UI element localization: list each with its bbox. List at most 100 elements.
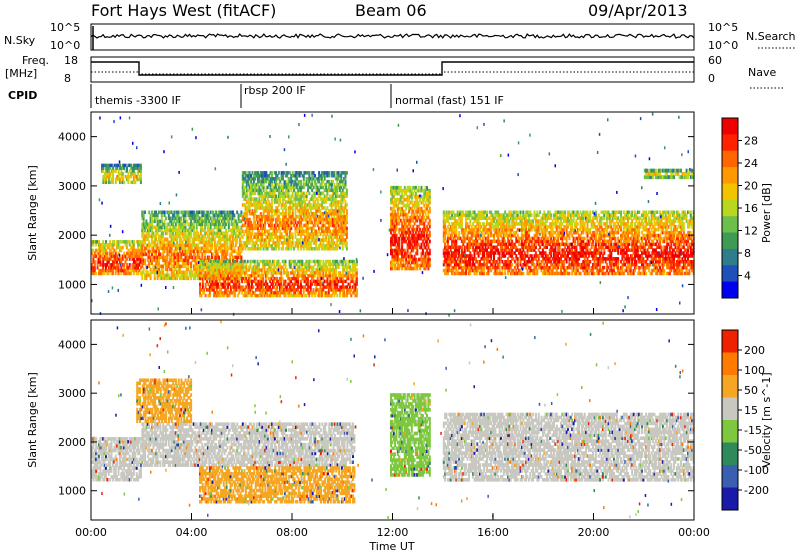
heatmap-cell [275,188,278,193]
heatmap-cell [177,231,180,236]
heatmap-cell [142,219,145,224]
heatmap-cell [188,234,191,239]
heatmap-cell [239,237,241,242]
heatmap-cell [302,200,305,204]
heatmap-cell [102,260,105,264]
heatmap-cell [294,232,297,236]
heatmap-cell [264,229,266,233]
heatmap-cell [176,252,179,257]
heatmap-cell [307,220,309,225]
heatmap-cell [199,231,202,236]
heatmap-cell [156,261,159,266]
heatmap-cell [304,194,307,198]
heatmap-cell [128,240,131,244]
heatmap-cell [232,231,234,236]
heatmap-cell [229,216,232,221]
heatmap-cell [216,255,219,260]
heatmap-cell [163,225,166,230]
heatmap-cell [222,219,225,224]
heatmap-cell [99,251,102,256]
heatmap-cell [239,231,241,236]
heatmap-cell [282,209,284,213]
heatmap-cell [180,252,183,257]
heatmap-cell [151,261,153,266]
heatmap-cell [307,203,309,207]
heatmap-cell [123,268,126,273]
heatmap-cell [159,237,162,242]
heatmap-cell [298,214,301,219]
heatmap-cell [239,213,241,218]
heatmap-cell [138,177,141,182]
heatmap-cell [120,266,123,270]
heatmap-cell [199,249,202,254]
heatmap-cell [165,228,167,233]
heatmap-cell [119,163,122,168]
heatmap-cell [180,276,183,281]
heatmap-cell [149,234,152,239]
heatmap-cell [243,203,246,207]
heatmap-cell [266,229,269,233]
heatmap-cell [106,251,109,256]
heatmap-cell [232,225,234,230]
heatmap-cell [218,234,220,239]
heatmap-cell [300,232,303,236]
heatmap-cell [91,240,93,244]
heatmap-cell [212,219,215,224]
heatmap-cell [252,220,255,225]
heatmap-cell [254,220,257,225]
heatmap-cell [302,223,305,228]
heatmap-cell [298,232,301,236]
heatmap-cell [280,188,283,193]
heatmap-cell [218,222,220,227]
heatmap-cell [120,245,123,250]
heatmap-cell [247,229,250,233]
heatmap-cell [101,163,103,168]
heatmap-cell [277,188,280,193]
heatmap-cell [312,232,315,236]
heatmap-cell [243,223,246,228]
heatmap-cell [264,171,266,175]
heatmap-cell [206,210,209,215]
heatmap-cell [173,243,176,248]
heatmap-cell [108,166,110,170]
heatmap-cell [128,175,131,179]
heatmap-cell [318,247,321,251]
heatmap-cell [298,179,301,184]
heatmap-cell [123,254,126,258]
heatmap-cell [187,258,190,263]
heatmap-cell [185,219,188,224]
heatmap-cell [183,210,186,215]
heatmap-cell [139,169,142,173]
heatmap-cell [259,214,262,219]
heatmap-cell [229,234,232,239]
heatmap-cell [230,219,233,224]
heatmap-cell [159,264,162,269]
heatmap-cell [344,259,347,264]
heatmap-cell [316,209,319,213]
heatmap-cell [158,234,160,239]
heatmap-cell [252,179,255,184]
heatmap-cell [195,270,198,275]
heatmap-cell [162,273,165,278]
heatmap-cell [269,177,272,181]
heatmap-cell [153,237,156,242]
heatmap-cell [211,234,213,239]
heatmap-cell [188,273,191,278]
heatmap-cell [174,237,177,242]
heatmap-cell [293,174,296,178]
heatmap-cell [318,244,321,248]
heatmap-cell [291,179,294,184]
heatmap-cell [275,177,278,181]
heatmap-cell [245,194,248,198]
heatmap-cell [250,174,253,178]
heatmap-cell [227,285,230,289]
heatmap-cell [110,254,113,258]
heatmap-cell [176,246,179,251]
heatmap-cell [199,222,202,227]
heatmap-cell [205,213,208,218]
heatmap-cell [184,258,187,263]
heatmap-cell [322,217,325,222]
heatmap-cell [290,226,293,231]
heatmap-cell [244,244,247,248]
heatmap-cell [146,255,149,260]
